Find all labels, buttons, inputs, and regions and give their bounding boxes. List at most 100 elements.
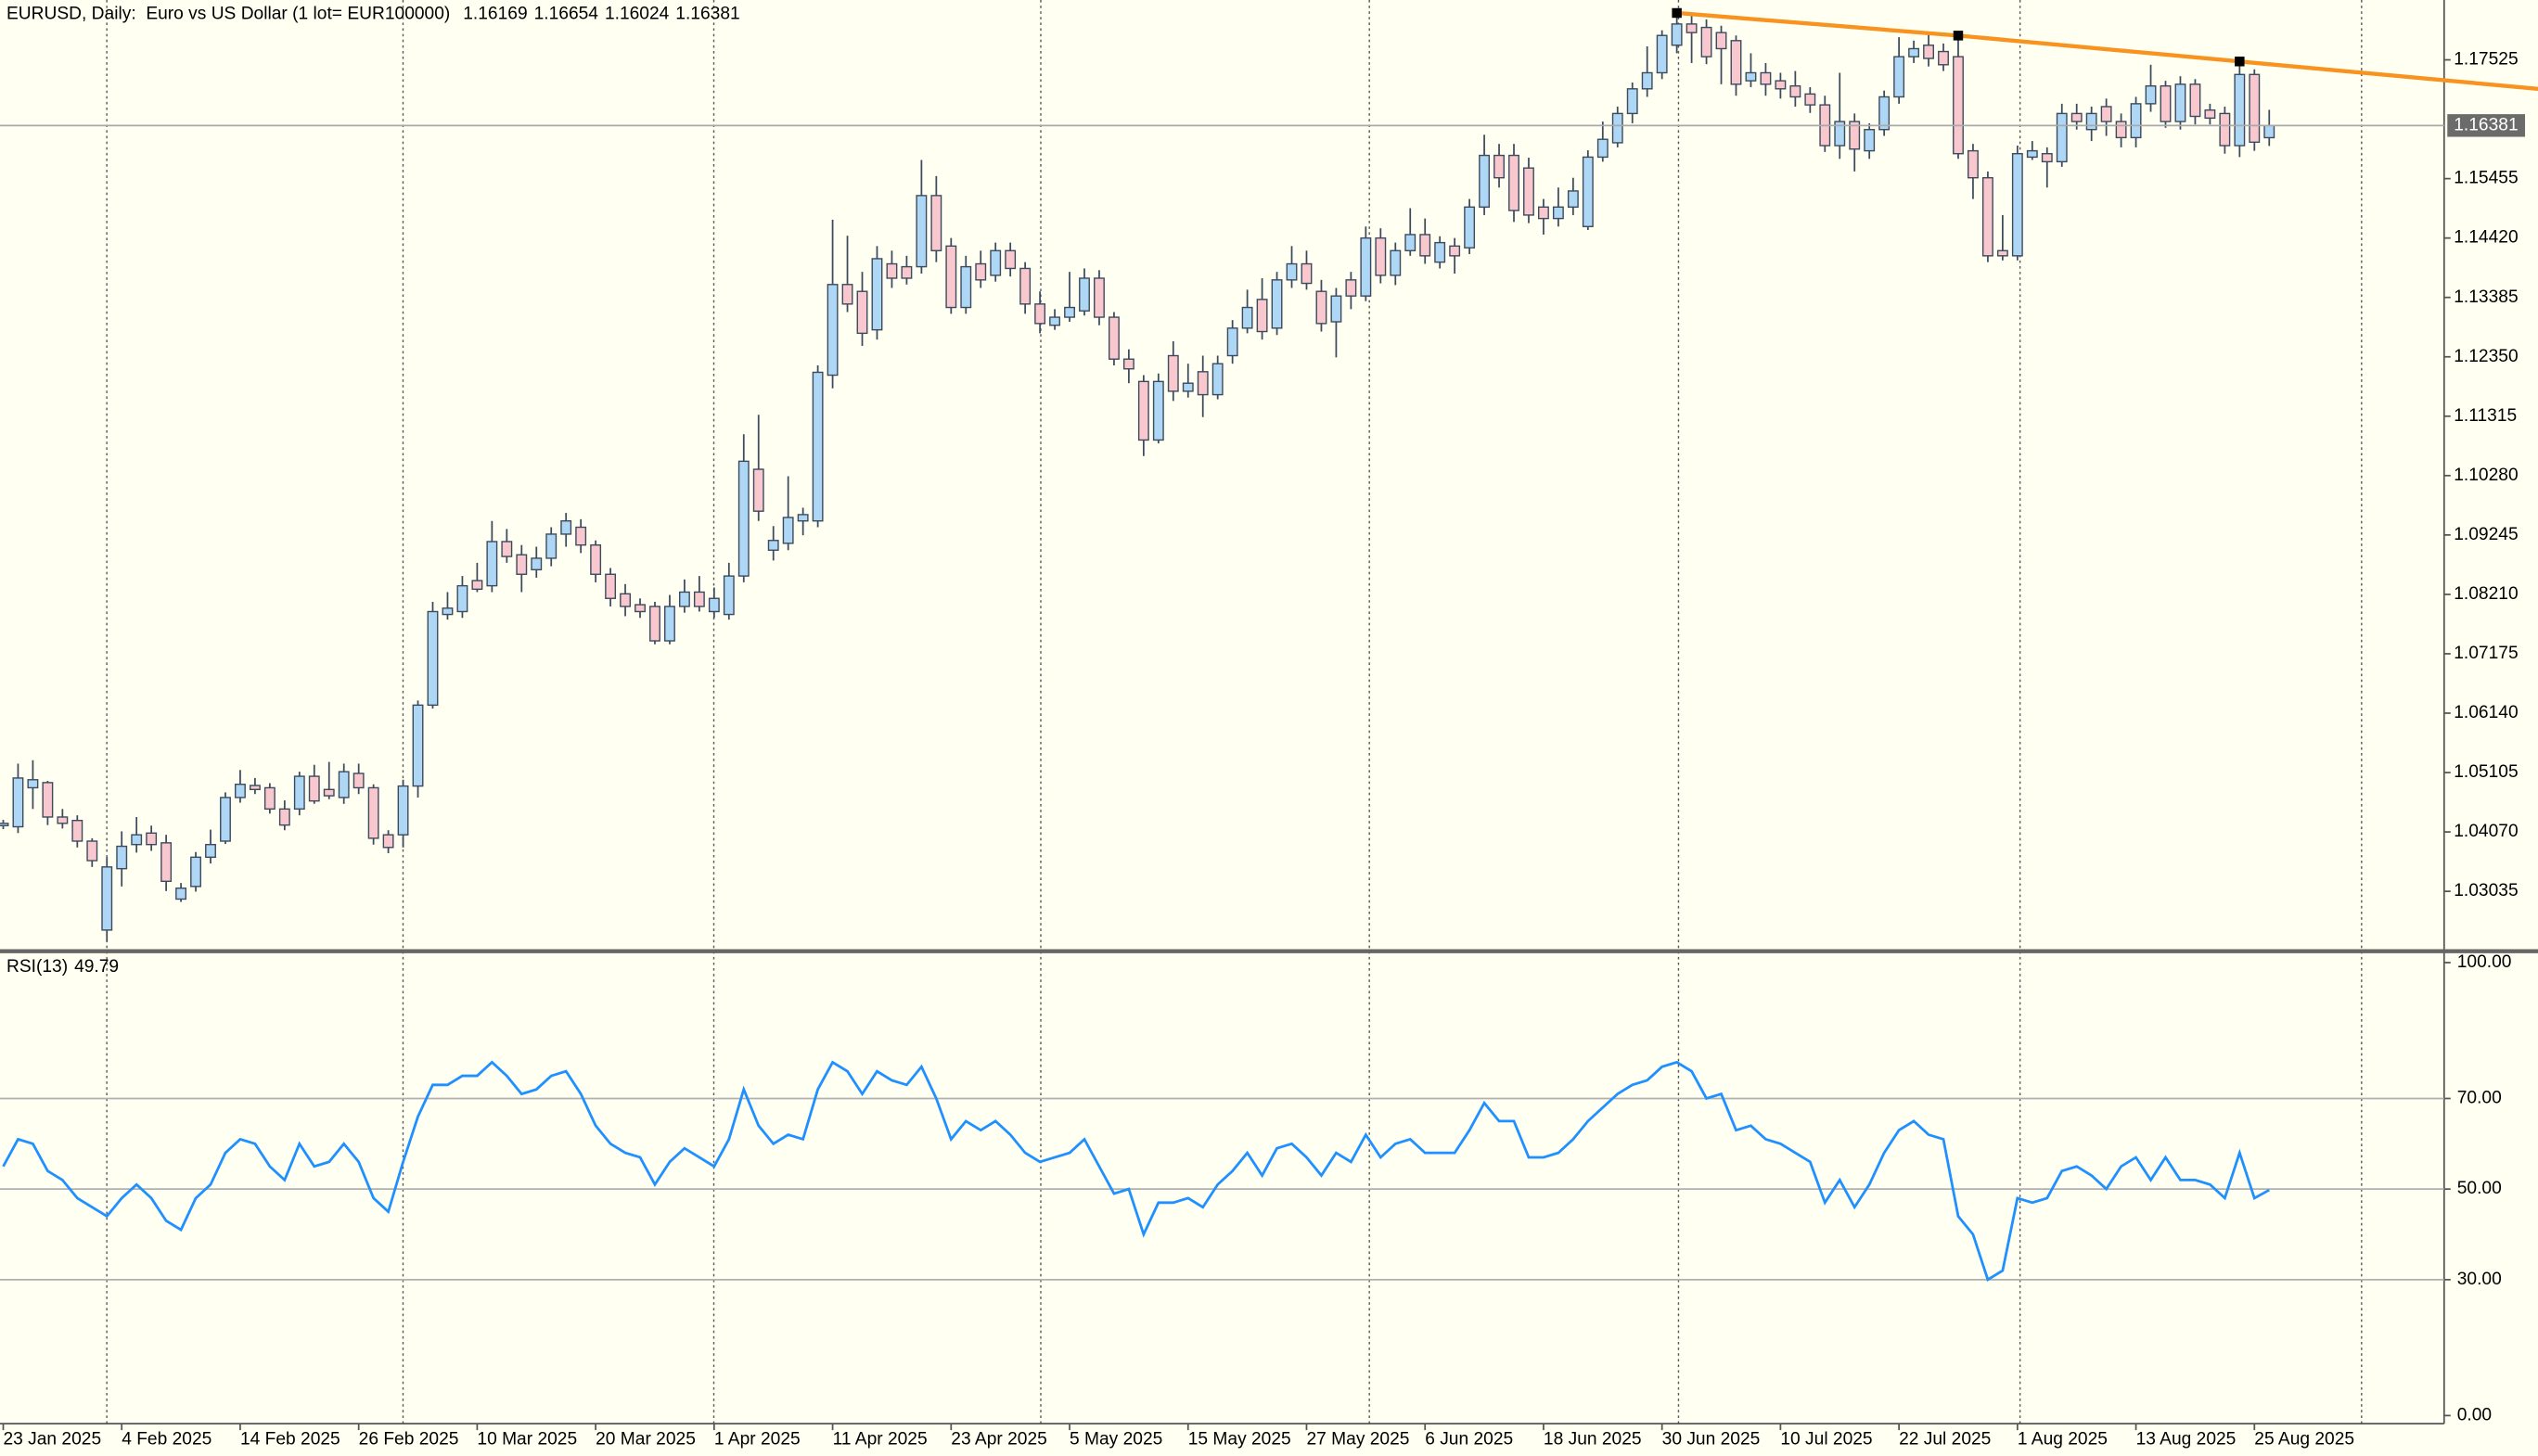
candle-body (1152, 380, 1164, 441)
candle-body (1981, 176, 1993, 257)
y-tick-label: 1.13385 (2454, 287, 2518, 307)
candle-body (1301, 262, 1313, 285)
candle-body (1700, 26, 1712, 57)
candle-body (175, 888, 187, 900)
candle-body (1641, 71, 1653, 90)
candle-body (235, 784, 246, 798)
candle-body (620, 593, 631, 607)
y-tick-label: 1.05105 (2454, 762, 2518, 782)
candle-body (2145, 84, 2157, 105)
y-tick-label: 50.00 (2457, 1179, 2502, 1198)
candle-body (990, 249, 1002, 276)
x-tick-label: 6 Jun 2025 (1425, 1430, 1513, 1450)
candle-body (146, 832, 158, 846)
candle-body (2263, 124, 2275, 139)
candle-body (575, 526, 587, 546)
x-tick-label: 18 Jun 2025 (1544, 1430, 1642, 1450)
rsi-line (2, 1060, 2270, 1282)
candle-body (1226, 327, 1238, 357)
y-tick-label: 1.07175 (2454, 644, 2518, 663)
y-tick-label: 1.12350 (2454, 347, 2518, 366)
candle-body (293, 775, 305, 811)
candle-body (1049, 316, 1060, 326)
candle-body (1345, 279, 1357, 297)
candle-body (1508, 154, 1519, 211)
indicator-name: RSI(13) (6, 957, 68, 977)
y-tick-label: 1.10280 (2454, 466, 2518, 485)
candle-body (2011, 153, 2023, 257)
candle-body (2085, 112, 2097, 131)
candle-body (605, 573, 617, 599)
y-tick-label: 1.03035 (2454, 881, 2518, 900)
candle-body (1834, 121, 1846, 147)
candle-body (708, 597, 720, 613)
candle-body (1005, 249, 1017, 270)
candle-body (382, 834, 394, 849)
candle-body (1908, 47, 1920, 57)
candle-body (2130, 103, 2142, 139)
candle-body (1315, 290, 1327, 325)
candle-body (12, 777, 24, 828)
candle-body (1849, 121, 1861, 150)
candle-body (960, 265, 972, 309)
candle-body (2100, 106, 2112, 122)
candle-body (338, 771, 350, 798)
candle-body (1122, 358, 1134, 370)
candle-body (1864, 129, 1876, 152)
candle-body (1938, 50, 1949, 66)
candle-body (1596, 138, 1609, 159)
candle-body (456, 584, 468, 613)
candle-body (397, 785, 409, 836)
candle-body (2189, 83, 2201, 118)
y-tick-label: 1.06140 (2454, 703, 2518, 722)
candle-body (263, 786, 276, 811)
candle-body (1996, 249, 2008, 257)
candle-body (1775, 80, 1787, 90)
y-tick-label: 1.17525 (2454, 50, 2518, 70)
candle-body (1256, 299, 1268, 333)
x-tick-label: 27 May 2025 (1306, 1430, 1409, 1450)
candle-body (945, 245, 957, 309)
candle-body (1745, 71, 1757, 82)
candle-body (1804, 93, 1816, 106)
current-price-box (2447, 114, 2526, 137)
candle-body (664, 606, 675, 642)
current-price-label: 1.16381 (2454, 115, 2518, 134)
candle-body (841, 284, 853, 305)
candle-body (308, 775, 320, 802)
candle-body (1167, 354, 1179, 392)
candle-body (1893, 56, 1905, 98)
candle-body (901, 265, 913, 279)
candle-body (1094, 277, 1105, 318)
candle-body (160, 842, 173, 882)
candle-body (1760, 71, 1772, 85)
candle-body (1656, 34, 1668, 74)
x-tick-label: 5 May 2025 (1070, 1430, 1162, 1450)
candle-body (278, 808, 290, 826)
y-tick-label: 1.15455 (2454, 169, 2518, 188)
candle-body (1493, 154, 1505, 179)
x-tick-label: 10 Mar 2025 (477, 1430, 577, 1450)
candle-body (1582, 156, 1594, 227)
trendline-extension (2239, 59, 2538, 92)
candle-body (886, 262, 898, 279)
header-ohlc: 1.16169 (463, 5, 527, 24)
candle-body (2160, 84, 2172, 122)
x-tick-label: 23 Apr 2025 (951, 1430, 1047, 1450)
candle-body (352, 773, 365, 789)
candle-body (1923, 45, 1934, 59)
y-tick-label: 70.00 (2457, 1089, 2502, 1108)
candle-body (1079, 277, 1090, 312)
candle-body (2056, 112, 2068, 163)
candle-body (693, 591, 705, 607)
candle-body (1538, 206, 1549, 220)
candle-body (797, 514, 809, 522)
header-ohlc: 1.16654 (534, 5, 599, 24)
candle-body (1686, 23, 1698, 33)
candle-body (412, 704, 424, 787)
candle-body (1611, 112, 1623, 144)
candle-body (1108, 316, 1120, 360)
x-tick-label: 1 Apr 2025 (714, 1430, 801, 1450)
